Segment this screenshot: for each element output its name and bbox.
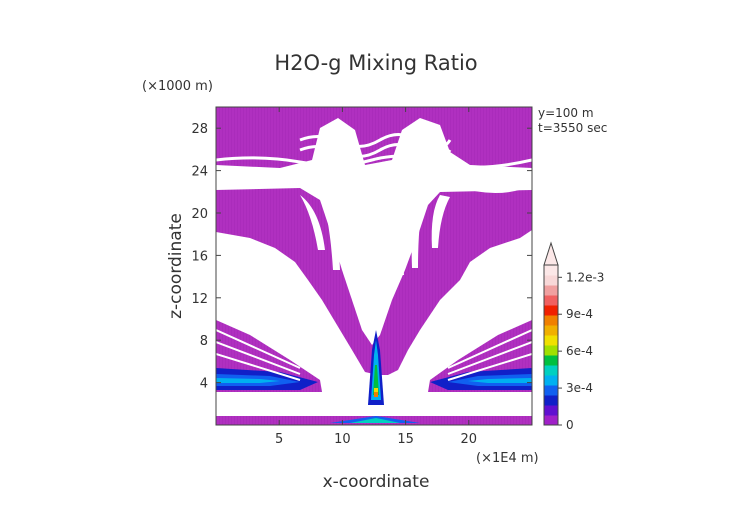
chart-title: H2O-g Mixing Ratio [274,51,477,75]
y-tick-label: 16 [191,249,208,264]
info-line-y: y=100 m [538,106,594,120]
y-tick-label: 24 [191,165,208,180]
x-axis: 5 10 15 20 [275,107,477,447]
colorbar-segment [544,285,558,296]
y-unit-label: (×1000 m) [142,79,213,94]
x-unit-label: (×1E4 m) [476,451,539,466]
y-axis: 4 8 12 16 20 24 28 [191,122,532,392]
colorbar-segment [544,385,558,396]
colorbar-segment [544,335,558,346]
x-axis-label: x-coordinate [323,472,430,492]
colorbar-segment [544,295,558,306]
colorbar: 0 3e-4 6e-4 9e-4 1.2e-3 [543,241,604,432]
colorbar-tick-label: 0 [566,418,574,432]
colorbar-segment [544,375,558,386]
colorbar-segment [544,275,558,286]
x-tick-label: 5 [275,432,283,447]
upper-wave-stripes [216,133,532,194]
colorbar-segment [544,405,558,416]
x-tick-label: 10 [334,432,351,447]
y-tick-label: 28 [191,122,208,137]
colorbar-tick-label: 1.2e-3 [566,270,604,284]
colorbar-segment [544,325,558,336]
colorbar-tick-label: 9e-4 [566,307,593,321]
colorbar-tick-label: 3e-4 [566,381,593,395]
y-tick-label: 20 [191,207,208,222]
colorbar-tick-label: 6e-4 [566,344,593,358]
x-tick-label: 15 [397,432,414,447]
info-line-t: t=3550 sec [538,121,607,135]
right-band-core [430,368,532,390]
y-tick-label: 12 [191,292,208,307]
y-tick-label: 4 [200,377,208,392]
colorbar-segment [544,265,558,276]
mid-moist-layer [216,188,532,375]
left-band-core [216,368,318,390]
side-band-stripes [216,329,532,381]
core-column [368,330,384,405]
colorbar-segment [544,305,558,316]
colorbar-extend-arrow [543,241,559,266]
colorbar-segment [544,355,558,366]
colorbar-segment [544,415,558,426]
colorbar-segment [544,395,558,406]
plot-frame [215,106,533,426]
y-axis-label: z-coordinate [166,213,186,319]
plot-area [216,107,532,425]
colorbar-segment [544,345,558,356]
colorbar-segment [544,315,558,326]
colorbar-frame [543,264,559,426]
upper-moist-layer [216,107,532,168]
colorbar-segment [544,365,558,376]
y-tick-label: 8 [200,334,208,349]
x-tick-label: 20 [461,432,478,447]
plume-fingers [300,190,450,275]
